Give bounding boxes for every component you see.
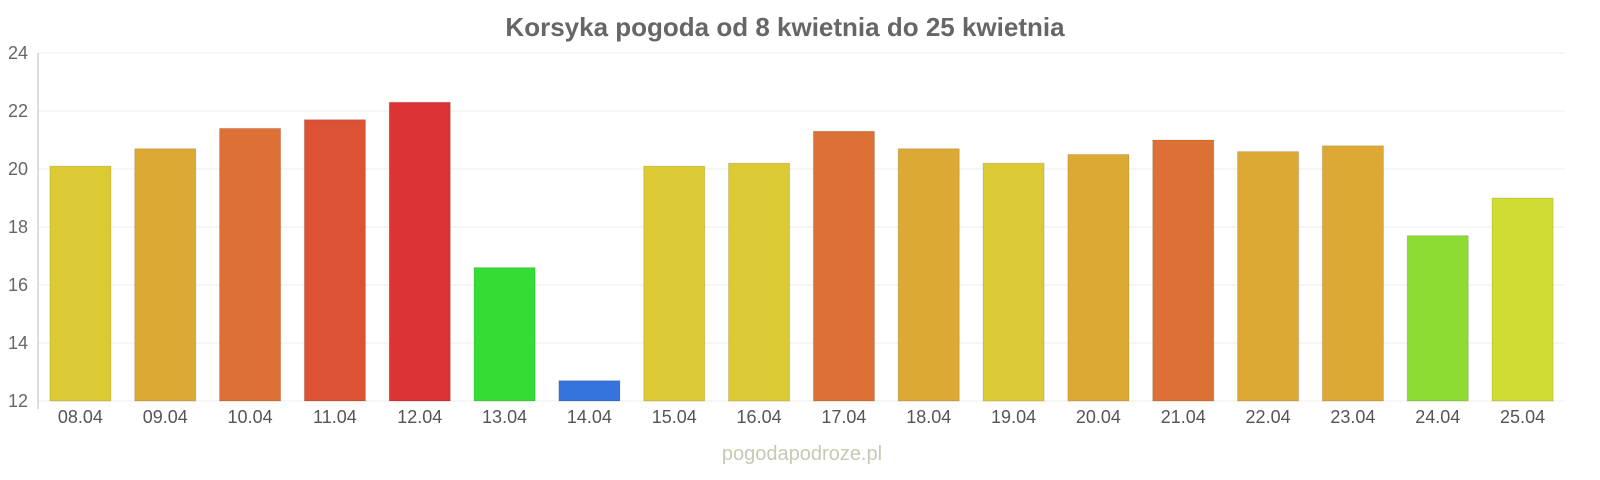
x-tick-label: 20.04	[1076, 407, 1121, 427]
x-tick-label: 25.04	[1500, 407, 1545, 427]
x-tick-label: 24.04	[1415, 407, 1460, 427]
y-tick-label: 18	[8, 217, 28, 237]
x-tick-label: 12.04	[397, 407, 442, 427]
y-tick-label: 20	[8, 159, 28, 179]
x-tick-label: 10.04	[228, 407, 273, 427]
bar-11.04[interactable]	[303, 119, 366, 402]
bar-23.04[interactable]	[1321, 145, 1384, 402]
bar-16.04[interactable]	[728, 162, 791, 402]
x-tick-label: 21.04	[1161, 407, 1206, 427]
bar-10.04[interactable]	[219, 127, 282, 402]
x-tick-label: 22.04	[1246, 407, 1291, 427]
bar-21.04[interactable]	[1152, 139, 1215, 402]
bar-17.04[interactable]	[812, 130, 875, 402]
x-tick-label: 17.04	[821, 407, 866, 427]
x-tick-label: 11.04	[313, 407, 357, 427]
x-tick-label: 13.04	[482, 407, 527, 427]
x-tick-label: 08.04	[58, 407, 103, 427]
y-tick-label: 22	[8, 101, 28, 121]
bar-18.04[interactable]	[897, 148, 960, 402]
bar-22.04[interactable]	[1237, 151, 1300, 402]
y-tick-label: 24	[8, 43, 28, 63]
bar-14.04[interactable]	[558, 380, 621, 402]
bar-24.04[interactable]	[1406, 235, 1469, 402]
x-tick-label: 16.04	[737, 407, 782, 427]
y-tick-label: 12	[8, 391, 28, 411]
bar-13.04[interactable]	[473, 267, 536, 402]
x-tick-label: 23.04	[1330, 407, 1375, 427]
bar-20.04[interactable]	[1067, 154, 1130, 402]
bar-15.04[interactable]	[643, 165, 706, 402]
x-tick-label: 18.04	[906, 407, 951, 427]
bar-19.04[interactable]	[982, 162, 1045, 402]
x-tick-label: 15.04	[652, 407, 697, 427]
bar-09.04[interactable]	[134, 148, 197, 402]
y-tick-label: 16	[8, 275, 28, 295]
bar-12.04[interactable]	[388, 101, 451, 402]
x-tick-label: 09.04	[143, 407, 188, 427]
x-tick-label: 14.04	[567, 407, 612, 427]
bar-08.04[interactable]	[49, 165, 112, 402]
chart-title: Korsyka pogoda od 8 kwietnia do 25 kwiet…	[505, 12, 1065, 42]
x-tick-label: 19.04	[991, 407, 1036, 427]
y-tick-label: 14	[8, 333, 28, 353]
watermark: pogodapodroze.pl	[722, 443, 882, 465]
bar-25.04[interactable]	[1491, 197, 1554, 402]
